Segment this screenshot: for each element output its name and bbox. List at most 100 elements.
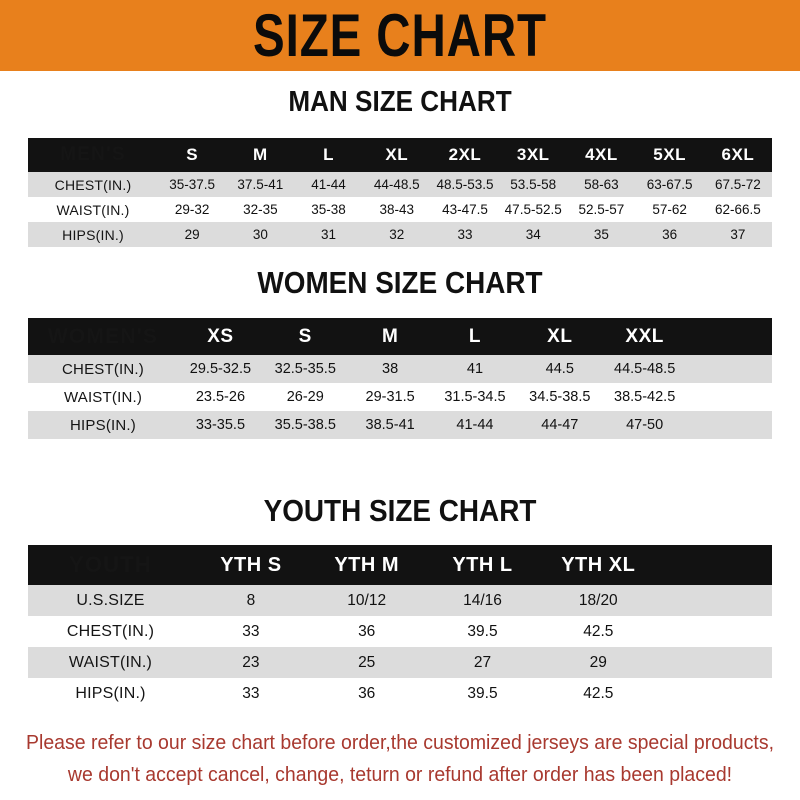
men-row-chest-value: 67.5-72 bbox=[703, 172, 772, 197]
men-size-table: MEN'S S M L XL 2XL 3XL 4XL 5XL 6XL CHEST… bbox=[28, 138, 772, 247]
women-row-hips: HIPS(IN.) 33-35.5 35.5-38.5 38.5-41 41-4… bbox=[28, 411, 772, 439]
men-table-header-row: MEN'S S M L XL 2XL 3XL 4XL 5XL 6XL bbox=[28, 138, 772, 172]
youth-row-hips-value bbox=[656, 678, 772, 709]
section-title-women: WOMEN SIZE CHART bbox=[257, 265, 543, 300]
men-row-chest-value: 63-67.5 bbox=[635, 172, 704, 197]
section-title-youth: YOUTH SIZE CHART bbox=[263, 493, 537, 528]
men-row-chest-value: 44-48.5 bbox=[362, 172, 431, 197]
youth-table-body: YOUTH YTH S YTH M YTH L YTH XL U.S.SIZE … bbox=[28, 545, 772, 709]
youth-row-waist-value: 29 bbox=[540, 647, 657, 678]
men-header-cell-xl: XL bbox=[362, 138, 431, 172]
men-row-hips-value: 32 bbox=[362, 222, 431, 247]
youth-row-us-size-label: U.S.SIZE bbox=[28, 585, 193, 616]
page-title: SIZE CHART bbox=[253, 1, 547, 70]
women-header-cell-xs: XS bbox=[178, 318, 263, 355]
youth-header-cell-yth-l: YTH L bbox=[424, 545, 541, 585]
men-row-hips-value: 29 bbox=[158, 222, 227, 247]
men-row-chest-value: 53.5-58 bbox=[499, 172, 568, 197]
men-row-hips-value: 36 bbox=[635, 222, 704, 247]
women-row-chest-value: 32.5-35.5 bbox=[262, 355, 348, 383]
women-row-waist-value: 26-29 bbox=[262, 383, 348, 411]
men-row-hips-value: 37 bbox=[703, 222, 772, 247]
women-row-chest-label: CHEST(IN.) bbox=[28, 355, 178, 383]
men-row-waist-value: 52.5-57 bbox=[567, 197, 636, 222]
men-row-waist-value: 47.5-52.5 bbox=[499, 197, 568, 222]
men-row-chest-value: 48.5-53.5 bbox=[430, 172, 500, 197]
youth-header-cell-yth-s: YTH S bbox=[193, 545, 309, 585]
women-header-cell-xxl: XXL bbox=[602, 318, 688, 355]
youth-row-us-size-value: 10/12 bbox=[308, 585, 425, 616]
men-header-cell-4xl: 4XL bbox=[567, 138, 636, 172]
women-header-cell-empty bbox=[687, 318, 772, 355]
men-row-hips-value: 35 bbox=[567, 222, 636, 247]
youth-header-cell-label: YOUTH bbox=[28, 545, 193, 585]
women-row-hips-value: 47-50 bbox=[602, 411, 688, 439]
men-header-cell-m: M bbox=[226, 138, 295, 172]
women-row-chest-value: 41 bbox=[432, 355, 518, 383]
men-row-waist-value: 57-62 bbox=[635, 197, 704, 222]
section-title-men: MAN SIZE CHART bbox=[288, 86, 512, 118]
youth-row-hips-label: HIPS(IN.) bbox=[28, 678, 193, 709]
youth-size-table: YOUTH YTH S YTH M YTH L YTH XL U.S.SIZE … bbox=[28, 545, 772, 709]
women-header-cell-label: WOMEN'S bbox=[28, 318, 178, 355]
women-row-chest: CHEST(IN.) 29.5-32.5 32.5-35.5 38 41 44.… bbox=[28, 355, 772, 383]
youth-row-chest-value bbox=[656, 616, 772, 647]
women-row-hips-value: 38.5-41 bbox=[347, 411, 433, 439]
men-row-hips: HIPS(IN.) 29 30 31 32 33 34 35 36 37 bbox=[28, 222, 772, 247]
women-row-hips-value: 33-35.5 bbox=[178, 411, 263, 439]
men-row-chest-value: 58-63 bbox=[567, 172, 636, 197]
youth-row-us-size-value bbox=[656, 585, 772, 616]
women-header-cell-m: M bbox=[347, 318, 433, 355]
youth-row-waist-value: 25 bbox=[308, 647, 425, 678]
men-row-hips-value: 33 bbox=[430, 222, 500, 247]
youth-header-cell-yth-m: YTH M bbox=[308, 545, 425, 585]
women-row-hips-value: 35.5-38.5 bbox=[262, 411, 348, 439]
men-row-waist: WAIST(IN.) 29-32 32-35 35-38 38-43 43-47… bbox=[28, 197, 772, 222]
men-row-hips-value: 34 bbox=[499, 222, 568, 247]
youth-row-hips-value: 39.5 bbox=[424, 678, 541, 709]
women-size-table: WOMEN'S XS S M L XL XXL CHEST(IN.) 29.5-… bbox=[28, 318, 772, 439]
women-row-hips-value: 44-47 bbox=[517, 411, 603, 439]
women-row-waist-value: 38.5-42.5 bbox=[602, 383, 688, 411]
order-policy-note-line-1: Please refer to our size chart before or… bbox=[25, 731, 774, 754]
youth-header-cell-empty bbox=[656, 545, 772, 585]
women-row-waist-value: 29-31.5 bbox=[347, 383, 433, 411]
men-header-cell-5xl: 5XL bbox=[635, 138, 704, 172]
women-row-waist-value bbox=[687, 383, 772, 411]
women-row-chest-value: 29.5-32.5 bbox=[178, 355, 263, 383]
men-row-chest-label: CHEST(IN.) bbox=[28, 172, 158, 197]
women-row-chest-value bbox=[687, 355, 772, 383]
women-row-waist-value: 31.5-34.5 bbox=[432, 383, 518, 411]
men-row-hips-label: HIPS(IN.) bbox=[28, 222, 158, 247]
youth-row-hips: HIPS(IN.) 33 36 39.5 42.5 bbox=[28, 678, 772, 709]
women-row-waist-value: 34.5-38.5 bbox=[517, 383, 603, 411]
men-row-chest-value: 35-37.5 bbox=[158, 172, 227, 197]
youth-row-chest-label: CHEST(IN.) bbox=[28, 616, 193, 647]
men-row-chest-value: 41-44 bbox=[294, 172, 363, 197]
men-header-cell-label: MEN'S bbox=[28, 138, 158, 172]
youth-table-header-row: YOUTH YTH S YTH M YTH L YTH XL bbox=[28, 545, 772, 585]
women-row-chest-value: 44.5-48.5 bbox=[602, 355, 688, 383]
youth-row-us-size-value: 18/20 bbox=[540, 585, 657, 616]
youth-row-chest-value: 42.5 bbox=[540, 616, 657, 647]
youth-row-waist-value: 23 bbox=[193, 647, 309, 678]
women-row-hips-value bbox=[687, 411, 772, 439]
men-row-waist-value: 43-47.5 bbox=[430, 197, 500, 222]
men-header-cell-6xl: 6XL bbox=[703, 138, 772, 172]
youth-row-chest-value: 39.5 bbox=[424, 616, 541, 647]
men-row-waist-value: 35-38 bbox=[294, 197, 363, 222]
order-policy-note-line-2: we don't accept cancel, change, teturn o… bbox=[67, 763, 733, 786]
page-banner: SIZE CHART bbox=[0, 0, 800, 71]
youth-row-hips-value: 42.5 bbox=[540, 678, 657, 709]
youth-row-waist: WAIST(IN.) 23 25 27 29 bbox=[28, 647, 772, 678]
youth-row-waist-value: 27 bbox=[424, 647, 541, 678]
men-row-waist-value: 32-35 bbox=[226, 197, 295, 222]
women-row-waist-label: WAIST(IN.) bbox=[28, 383, 178, 411]
youth-row-waist-label: WAIST(IN.) bbox=[28, 647, 193, 678]
youth-row-hips-value: 36 bbox=[308, 678, 425, 709]
men-row-hips-value: 30 bbox=[226, 222, 295, 247]
men-row-hips-value: 31 bbox=[294, 222, 363, 247]
women-header-cell-xl: XL bbox=[517, 318, 603, 355]
women-table-body: WOMEN'S XS S M L XL XXL CHEST(IN.) 29.5-… bbox=[28, 318, 772, 439]
